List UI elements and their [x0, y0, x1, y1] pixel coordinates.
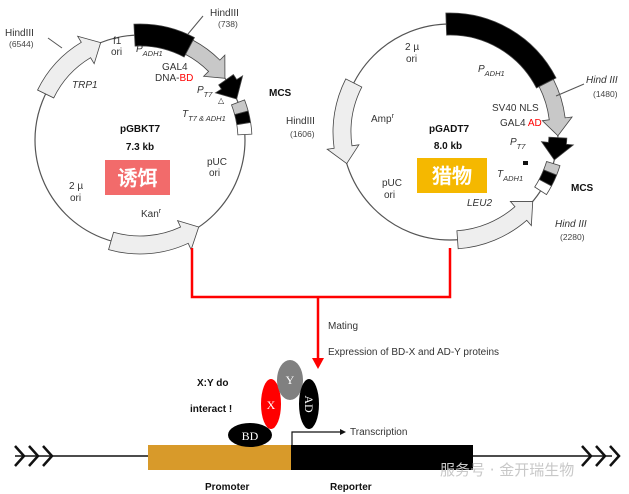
- y-label: Y: [286, 373, 295, 387]
- t7-marker: [523, 161, 528, 165]
- kanr-label: Kanr: [141, 208, 162, 220]
- 2mu-ori-label: 2 µ: [405, 42, 419, 53]
- f1-ori-label: ori: [111, 47, 122, 58]
- plasmid-size: 7.3 kb: [126, 142, 154, 153]
- pt7-label: PT7: [510, 137, 526, 151]
- gal4-ad-label: GAL4 AD: [500, 118, 542, 129]
- puc-ori-label: pUC: [207, 157, 227, 168]
- transcription-arrow: [291, 431, 340, 445]
- hindiii-label: Hind III: [586, 75, 618, 86]
- pointer-line: [47, 37, 63, 49]
- pointer-line: [187, 15, 204, 35]
- ampr-label: Ampr: [371, 113, 395, 125]
- bait-tag: 诱饵: [118, 166, 158, 190]
- transcription-label: Transcription: [350, 427, 407, 438]
- hindiii-position: (738): [218, 19, 238, 29]
- ad-label: AD: [302, 395, 316, 413]
- padh1-label: PADH1: [478, 64, 505, 78]
- chevrons-left-icon: [14, 445, 54, 467]
- hindiii-label: HindIII: [210, 8, 239, 19]
- chevrons-right-icon: [581, 445, 621, 467]
- mcs-label: MCS: [269, 88, 292, 99]
- prey-tag: 猎物: [432, 164, 472, 188]
- down-arrow-icon: [312, 358, 324, 369]
- trp1-label: TRP1: [72, 80, 98, 91]
- pt7-feature: [540, 136, 575, 161]
- puc-ori-label: ori: [384, 190, 395, 201]
- hindiii-position: (2280): [560, 232, 585, 242]
- bd-protein: [228, 423, 272, 447]
- hindiii-position: (1606): [290, 129, 315, 139]
- pt7-label: PT7: [197, 85, 213, 99]
- ampr-feature: [326, 78, 363, 165]
- pt7-feature: [214, 74, 244, 100]
- arrow-head-icon: [340, 429, 346, 435]
- tt7-adh1-label: TT7 & ADH1: [182, 109, 226, 123]
- gal4-bd-feature: [184, 39, 226, 79]
- watermark: 服务号 · 金开瑞生物: [440, 461, 574, 479]
- promoter-box: [148, 445, 291, 470]
- hindiii-label: Hind III: [555, 219, 587, 230]
- x-label: X: [267, 398, 276, 412]
- 2mu-ori-label: ori: [406, 54, 417, 65]
- hindiii-position: (6544): [9, 39, 34, 49]
- reporter-box: [291, 445, 473, 470]
- plasmid-size: 8.0 kb: [434, 141, 462, 152]
- plasmid-name: pGADT7: [429, 124, 469, 135]
- bd-label: BD: [242, 429, 259, 443]
- puc-ori-label: pUC: [382, 178, 402, 189]
- bait-tag-box: [105, 160, 170, 195]
- t7-triangle-icon: △: [218, 96, 225, 105]
- puc-ori-label: ori: [209, 168, 220, 179]
- pgbkt7-plasmid-map: [34, 23, 253, 255]
- tadh1-label: TADH1: [497, 169, 523, 183]
- y-protein: [277, 360, 303, 400]
- padh1-feature: [133, 23, 196, 58]
- ad-protein: [299, 379, 319, 429]
- reporter-label: Reporter: [330, 482, 372, 493]
- hindiii-label: HindIII: [286, 116, 315, 127]
- mcs-label: MCS: [571, 183, 594, 194]
- interaction-label: interact !: [190, 404, 232, 415]
- gal4-label: GAL4: [162, 62, 188, 73]
- hindiii-position: (1480): [593, 89, 618, 99]
- hindiii-label: HindIII: [5, 28, 34, 39]
- mating-connector: [190, 248, 452, 360]
- trp1-feature: [37, 35, 102, 99]
- mating-label: Mating: [328, 321, 358, 332]
- expression-label: Expression of BD-X and AD-Y proteins: [328, 347, 499, 358]
- leu2-label: LEU2: [467, 198, 492, 209]
- sv40-nls-label: SV40 NLS: [492, 103, 539, 114]
- pointer-line: [555, 83, 585, 97]
- prey-tag-box: [417, 158, 487, 193]
- 2mu-ori-label: ori: [70, 193, 81, 204]
- plasmid-name: pGBKT7: [120, 124, 160, 135]
- gal4-ad-feature: [538, 78, 573, 137]
- interaction-label: X:Y do: [197, 378, 228, 389]
- terminator-segment: [534, 178, 553, 196]
- kanr-feature: [108, 220, 200, 255]
- x-protein: [261, 379, 281, 429]
- padh1-label: PADH1: [136, 44, 163, 58]
- pgadt7-plasmid-map: [326, 12, 575, 250]
- terminator-segment: [236, 122, 253, 136]
- dna-bd-label: DNA-BD: [155, 73, 193, 84]
- leu2-feature: [456, 201, 534, 250]
- promoter-label: Promoter: [205, 482, 250, 493]
- f1-ori-label: f1: [113, 36, 122, 47]
- 2mu-ori-label: 2 µ: [69, 181, 83, 192]
